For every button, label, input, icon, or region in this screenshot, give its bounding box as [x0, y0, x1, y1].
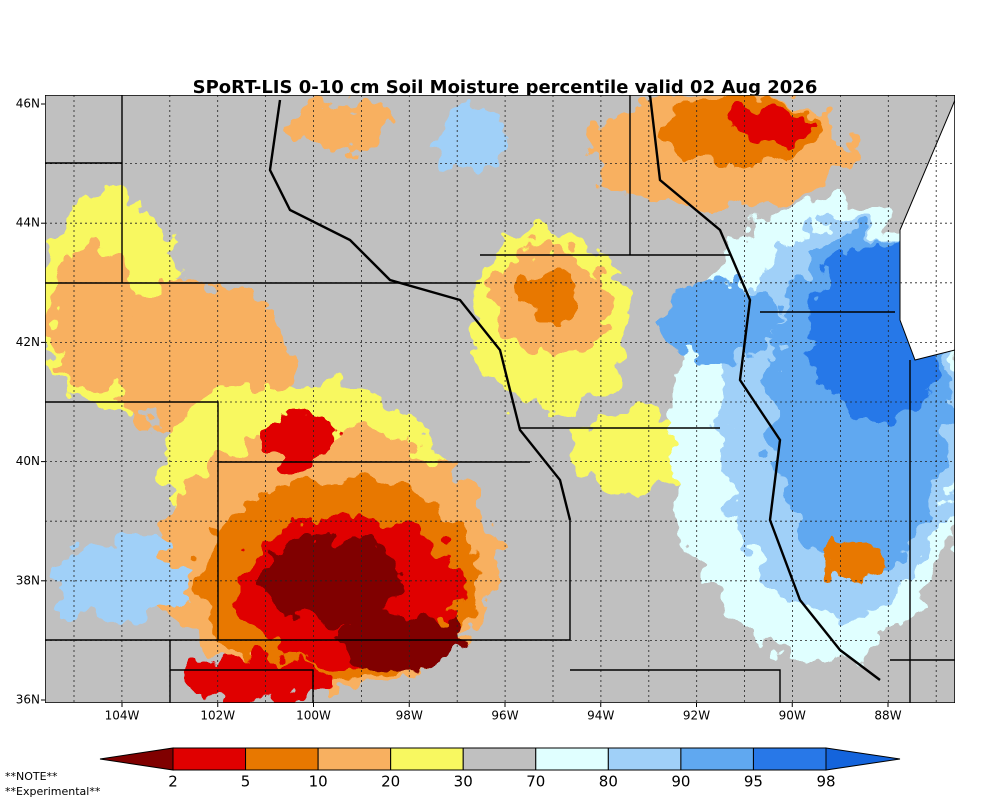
colorbar-label: 98: [816, 773, 835, 791]
colorbar-swatch: [172, 747, 247, 771]
colorbar-swatch: [535, 747, 609, 771]
lon-label: 100W: [296, 709, 331, 723]
colorbar-label: 80: [599, 773, 618, 791]
axes: 46N 44N 42N 40N 38N 36N 104W 102W 100W 98W 96W 94W 9…: [16, 97, 902, 723]
map: [45, 95, 955, 703]
lat-label: 36N: [16, 693, 40, 707]
colorbar-swatch: [680, 747, 754, 771]
colorbar-label: 20: [381, 773, 400, 791]
colorbar-swatch: [752, 747, 827, 771]
colorbar: 2 5 10 20 30 70 80 90 95 98: [99, 747, 901, 791]
lon-label: 94W: [587, 709, 614, 723]
colorbar-swatch: [317, 747, 392, 771]
colorbar-swatch: [245, 747, 319, 771]
colorbar-label: 5: [241, 773, 251, 791]
lon-label: 102W: [200, 709, 235, 723]
lon-label: 104W: [105, 709, 140, 723]
colorbar-label: 95: [744, 773, 763, 791]
lon-label: 90W: [779, 709, 806, 723]
colorbar-label: 90: [671, 773, 690, 791]
colorbar-label: 2: [168, 773, 178, 791]
lon-label: 92W: [683, 709, 710, 723]
lat-label: 38N: [16, 573, 40, 587]
lon-label: 96W: [491, 709, 518, 723]
colorbar-label: 10: [309, 773, 328, 791]
lon-label: 98W: [396, 709, 423, 723]
colorbar-label: 30: [454, 773, 473, 791]
colorbar-label: 70: [526, 773, 545, 791]
lat-label: 40N: [16, 454, 40, 468]
map-title: SPoRT-LIS 0-10 cm Soil Moisture percenti…: [193, 77, 818, 98]
colorbar-arrow: [825, 747, 901, 771]
lat-label: 44N: [16, 216, 40, 230]
colorbar-arrow: [99, 747, 174, 771]
state-borders: [45, 95, 955, 703]
lake-michigan: [899, 99, 955, 361]
colorbar-swatch: [607, 747, 682, 771]
colorbar-swatch: [390, 747, 464, 771]
lat-label: 46N: [16, 97, 40, 111]
note: **NOTE**: [5, 770, 58, 783]
lon-label: 88W: [874, 709, 901, 723]
lat-label: 42N: [16, 335, 40, 349]
colorbar-swatch: [462, 747, 537, 771]
note: **Experimental**: [5, 785, 101, 798]
